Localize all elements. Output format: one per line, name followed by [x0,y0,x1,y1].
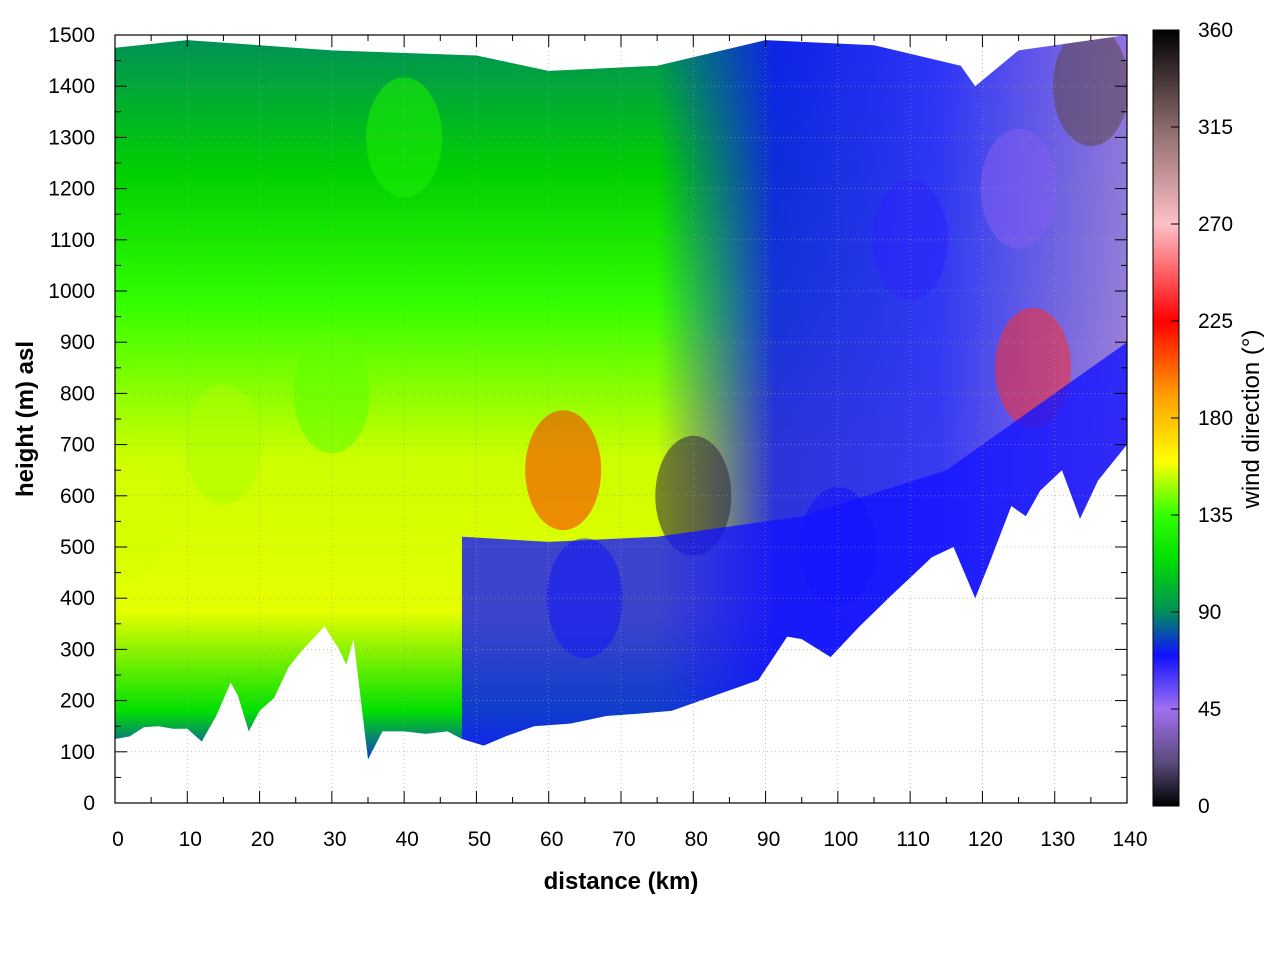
x-tick-label-0: 0 [112,828,124,851]
x-tick-label-60: 60 [540,828,563,851]
field-sample-blob-3 [366,77,443,198]
y-tick-label-100: 100 [60,741,95,764]
terrain-mask [115,444,1127,803]
colorbar-tick-label-225: 225 [1198,310,1233,333]
field-sample-blob-4 [525,410,602,531]
x-tick-label-10: 10 [179,828,202,851]
colorbar: 0 45 90 135 180 225 270 315 360 [1152,19,1233,818]
x-tick-label-100: 100 [823,828,858,851]
x-tick-label-70: 70 [612,828,635,851]
colorbar-tick-label-135: 135 [1198,504,1233,527]
y-tick-label-400: 400 [60,587,95,610]
x-tick-label-120: 120 [968,828,1003,851]
colorbar-tick-label-45: 45 [1198,698,1221,721]
model-top-mask [115,35,1127,87]
x-tick-label-30: 30 [323,828,346,851]
field-lower-east-layer [461,342,1127,746]
x-tick-label-40: 40 [395,828,418,851]
y-tick-label-0: 0 [83,792,95,815]
y-axis-title: height (m) asl [12,341,39,497]
x-tick-label-20: 20 [251,828,274,851]
y-tick-label-1100: 1100 [50,229,95,252]
colorbar-tick-label-0: 0 [1198,795,1210,818]
x-tick-label-80: 80 [685,828,708,851]
y-tick-label-900: 900 [60,331,95,354]
y-tick-label-800: 800 [60,382,95,405]
field-sample-blob-0 [115,461,168,582]
x-tick-label-50: 50 [468,828,491,851]
colorbar-tick-label-270: 270 [1198,213,1233,236]
colorbar-tick-label-90: 90 [1198,601,1221,624]
y-tick-label-600: 600 [60,485,95,508]
x-tick-label-140: 140 [1112,828,1147,851]
field-sample-blob-9 [980,128,1057,249]
y-tick-label-200: 200 [60,690,95,713]
y-tick-label-700: 700 [60,434,95,457]
x-tick-label-110: 110 [896,828,929,851]
y-tick-label-500: 500 [60,536,95,559]
y-tick-label-1500: 1500 [48,24,95,47]
field-sample-blob-11 [1052,35,1127,147]
y-tick-label-1300: 1300 [48,126,95,149]
x-tick-label-90: 90 [757,828,780,851]
y-tick-label-1400: 1400 [48,75,95,98]
y-tick-label-1000: 1000 [48,280,95,303]
colorbar-title: wind direction (°) [1238,330,1265,510]
x-axis-title: distance (km) [544,868,699,895]
colorbar-tick-label-315: 315 [1198,116,1233,139]
y-tick-label-300: 300 [60,638,95,661]
colorbar-tick-label-360: 360 [1198,19,1233,42]
y-tick-label-1200: 1200 [48,178,95,201]
wind-direction-field [115,35,1127,803]
x-tick-label-130: 130 [1040,828,1075,851]
colorbar-tick-label-180: 180 [1198,407,1233,430]
x-axis: 0 10 20 30 40 50 60 70 80 90 100 110 120 130 140 [112,35,1148,851]
y-axis: 0 100 200 300 400 500 600 700 800 900 1000 1100 1200… [48,24,1127,815]
